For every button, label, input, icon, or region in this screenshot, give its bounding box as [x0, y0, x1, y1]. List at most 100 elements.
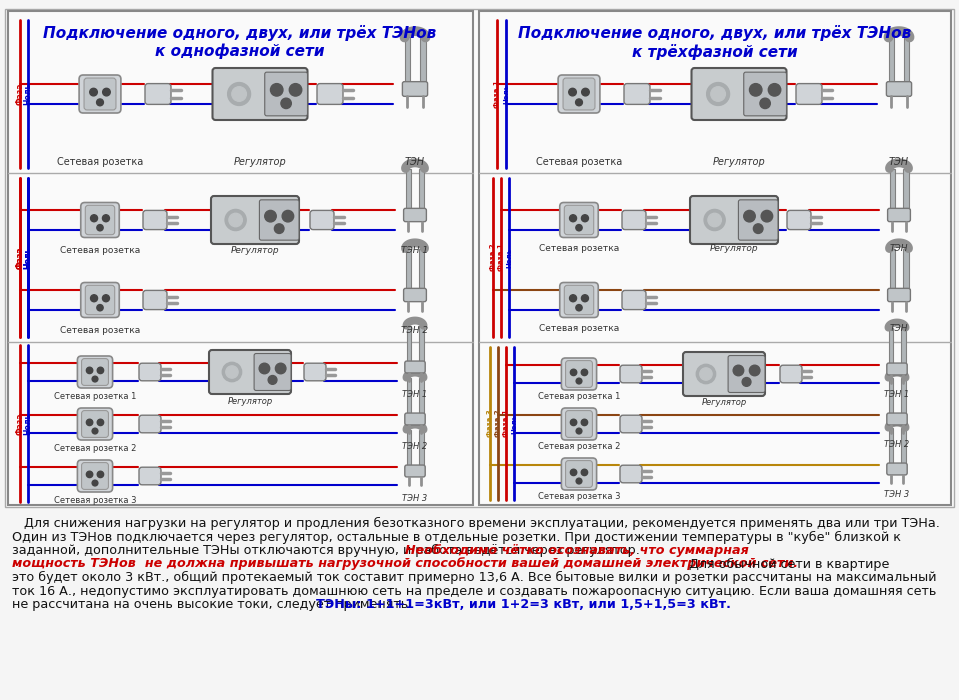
- Circle shape: [92, 428, 98, 434]
- Circle shape: [265, 211, 276, 222]
- FancyBboxPatch shape: [139, 467, 161, 485]
- Text: Для обычной сети в квартире: Для обычной сети в квартире: [685, 557, 889, 570]
- Bar: [888, 37, 895, 83]
- Circle shape: [750, 83, 762, 96]
- FancyBboxPatch shape: [683, 352, 765, 396]
- Circle shape: [576, 428, 582, 434]
- Text: ТЭН 2: ТЭН 2: [403, 442, 428, 451]
- FancyBboxPatch shape: [403, 82, 428, 97]
- Circle shape: [742, 377, 751, 386]
- FancyBboxPatch shape: [624, 83, 650, 104]
- Circle shape: [97, 419, 104, 426]
- Bar: [888, 328, 893, 365]
- FancyBboxPatch shape: [82, 411, 108, 438]
- FancyBboxPatch shape: [622, 290, 646, 309]
- Circle shape: [227, 83, 250, 106]
- Circle shape: [575, 225, 582, 231]
- FancyBboxPatch shape: [738, 199, 778, 240]
- FancyBboxPatch shape: [728, 356, 765, 393]
- Text: Необходимо чётко осознавать, что суммарная: Необходимо чётко осознавать, что суммарн…: [405, 544, 749, 557]
- Bar: [407, 378, 411, 415]
- FancyBboxPatch shape: [79, 75, 121, 113]
- Circle shape: [103, 88, 110, 96]
- Circle shape: [225, 366, 238, 378]
- Text: Сетевая розетка 3: Сетевая розетка 3: [538, 492, 620, 501]
- Text: Регулятор: Регулятор: [701, 398, 747, 407]
- Circle shape: [581, 215, 589, 222]
- Text: Ноль: Ноль: [506, 247, 512, 267]
- Bar: [888, 378, 893, 415]
- Text: Сетевая розетка 1: Сетевая розетка 1: [54, 392, 136, 401]
- Circle shape: [754, 224, 763, 233]
- Circle shape: [708, 214, 721, 227]
- FancyBboxPatch shape: [561, 458, 596, 490]
- Circle shape: [575, 99, 582, 106]
- Bar: [901, 378, 905, 415]
- Bar: [479, 11, 951, 505]
- Text: Сетевая розетка: Сетевая розетка: [59, 246, 140, 255]
- FancyBboxPatch shape: [209, 350, 291, 394]
- FancyBboxPatch shape: [887, 413, 907, 425]
- Circle shape: [275, 363, 286, 374]
- FancyBboxPatch shape: [310, 211, 334, 230]
- FancyBboxPatch shape: [213, 68, 308, 120]
- Circle shape: [103, 215, 109, 222]
- FancyBboxPatch shape: [85, 205, 115, 235]
- Text: Фаза 1: Фаза 1: [503, 410, 509, 438]
- FancyBboxPatch shape: [405, 465, 425, 477]
- Circle shape: [282, 211, 293, 222]
- FancyBboxPatch shape: [622, 211, 646, 230]
- FancyBboxPatch shape: [558, 75, 600, 113]
- Circle shape: [229, 214, 243, 227]
- Circle shape: [711, 87, 725, 101]
- Text: Для снижения нагрузки на регулятор и продления безотказного времени эксплуатации: Для снижения нагрузки на регулятор и про…: [12, 517, 940, 530]
- FancyBboxPatch shape: [139, 363, 161, 381]
- Text: Ноль: Ноль: [511, 414, 517, 433]
- Text: ток 16 А., недопустимо эксплуатировать домашнюю сеть на пределе и создавать пожа: ток 16 А., недопустимо эксплуатировать д…: [12, 584, 936, 598]
- Bar: [5, 9, 954, 507]
- FancyBboxPatch shape: [787, 211, 811, 230]
- FancyBboxPatch shape: [560, 202, 598, 237]
- FancyBboxPatch shape: [566, 461, 593, 487]
- Text: Фаза 2: Фаза 2: [495, 410, 501, 438]
- FancyBboxPatch shape: [139, 415, 161, 433]
- Bar: [901, 328, 905, 365]
- FancyBboxPatch shape: [566, 360, 593, 387]
- Circle shape: [86, 471, 93, 477]
- Text: ТЭН: ТЭН: [405, 157, 425, 167]
- FancyBboxPatch shape: [81, 283, 119, 318]
- FancyBboxPatch shape: [143, 290, 167, 309]
- Bar: [903, 169, 908, 210]
- Circle shape: [92, 480, 98, 486]
- Circle shape: [90, 88, 98, 96]
- FancyBboxPatch shape: [560, 283, 598, 318]
- Text: Сетевая розетка 2: Сетевая розетка 2: [54, 444, 136, 453]
- Text: Фаза: Фаза: [15, 246, 25, 269]
- FancyBboxPatch shape: [85, 286, 115, 315]
- Text: ТЭН 3: ТЭН 3: [884, 490, 910, 499]
- Text: это будет около 3 кВт., общий протекаемый ток составит примерно 13,6 А. Все быто: это будет около 3 кВт., общий протекаемы…: [12, 571, 937, 584]
- Circle shape: [222, 363, 242, 382]
- FancyBboxPatch shape: [259, 199, 299, 240]
- Text: Регулятор: Регулятор: [227, 397, 272, 406]
- FancyBboxPatch shape: [254, 354, 291, 391]
- FancyBboxPatch shape: [265, 72, 308, 116]
- Bar: [419, 169, 425, 210]
- Circle shape: [744, 211, 756, 222]
- FancyBboxPatch shape: [317, 83, 343, 104]
- FancyBboxPatch shape: [564, 286, 594, 315]
- Circle shape: [571, 469, 576, 475]
- Circle shape: [103, 295, 109, 302]
- Text: Ноль: Ноль: [503, 84, 509, 104]
- Circle shape: [281, 98, 292, 108]
- Circle shape: [761, 211, 773, 222]
- Text: ТЭН 2: ТЭН 2: [402, 326, 429, 335]
- FancyBboxPatch shape: [143, 211, 167, 230]
- Text: ТЭНы: 1+1+1=3кВт, или 1+2=3 кВт, или 1,5+1,5=3 кВт.: ТЭНы: 1+1+1=3кВт, или 1+2=3 кВт, или 1,5…: [316, 598, 731, 611]
- Circle shape: [97, 471, 104, 477]
- Bar: [8, 11, 473, 505]
- Text: Сетевая розетка 3: Сетевая розетка 3: [54, 496, 136, 505]
- Circle shape: [696, 364, 715, 384]
- Circle shape: [760, 98, 770, 108]
- Circle shape: [582, 88, 589, 96]
